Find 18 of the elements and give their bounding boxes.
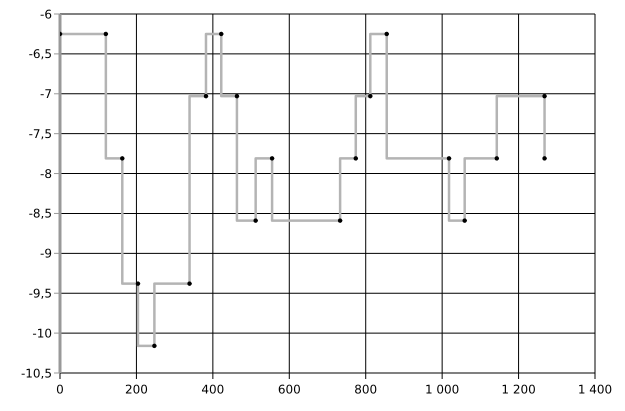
x-tick-label: 1 200 xyxy=(501,382,536,397)
y-tick-label: -9,5 xyxy=(28,286,52,300)
y-tick-label: -9 xyxy=(40,246,52,261)
y-tick-label: -7,5 xyxy=(28,126,52,141)
x-tick-label: 400 xyxy=(201,382,224,397)
x-tick-label: 0 xyxy=(56,382,64,397)
x-tick-label: 200 xyxy=(124,382,148,397)
y-tick-label: -6 xyxy=(40,7,52,22)
y-tick-label: -6,5 xyxy=(28,47,52,62)
y-tick-label: -8 xyxy=(40,166,52,181)
x-tick-label: 800 xyxy=(354,382,378,397)
y-tick-label: -7 xyxy=(40,87,52,102)
x-tick-label: 1 000 xyxy=(424,382,460,397)
y-tick-label: -8,5 xyxy=(28,206,52,221)
y-tick-label: -10 xyxy=(32,326,52,340)
x-tick-label: 1 400 xyxy=(578,382,612,397)
x-tick-label: 600 xyxy=(278,382,301,397)
y-tick-label: -10,5 xyxy=(20,366,52,380)
